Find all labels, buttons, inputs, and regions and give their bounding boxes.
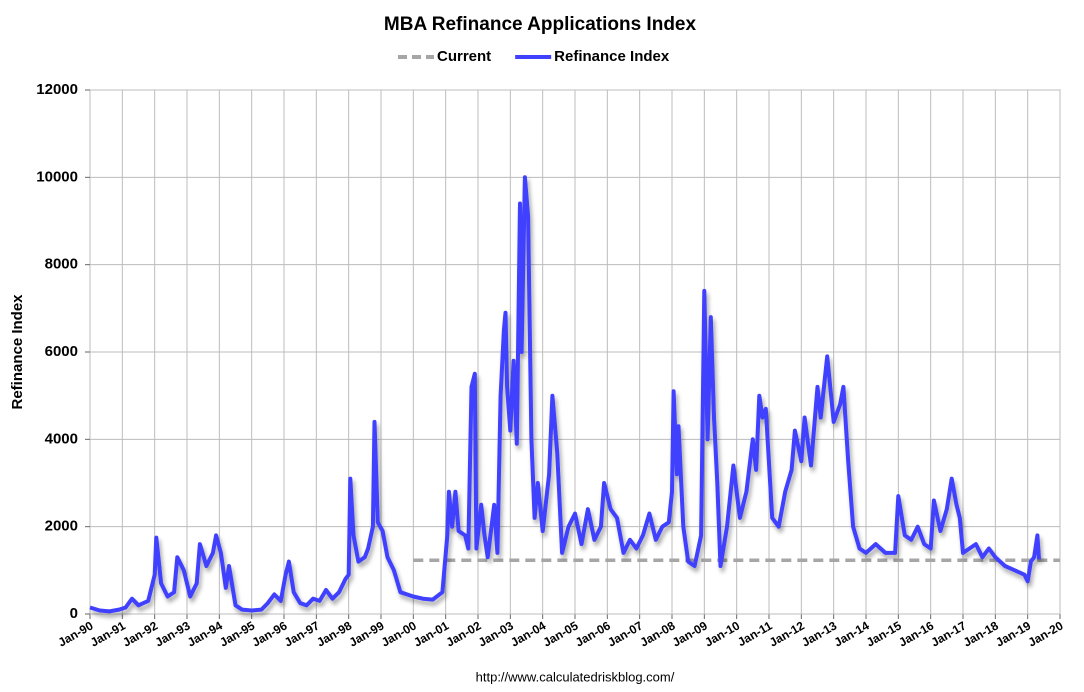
- x-tick-label: Jan-11: [735, 618, 775, 649]
- x-tick-label: Jan-05: [541, 618, 581, 649]
- x-tick-label: Jan-91: [88, 618, 128, 649]
- x-tick-label: Jan-95: [217, 618, 257, 649]
- y-tick-label: 12000: [36, 81, 78, 98]
- series-line: [89, 175, 1041, 614]
- x-tick-label: Jan-92: [120, 618, 160, 649]
- legend-label: Refinance Index: [554, 48, 670, 65]
- legend-label: Current: [437, 48, 491, 65]
- x-tick-label: Jan-02: [444, 618, 484, 649]
- x-tick-label: Jan-94: [185, 618, 225, 649]
- y-tick-label: 8000: [45, 256, 78, 273]
- x-tick-label: Jan-07: [605, 618, 645, 649]
- x-tick-label: Jan-09: [670, 618, 710, 649]
- x-tick-label: Jan-01: [411, 618, 451, 649]
- x-tick-label: Jan-97: [282, 618, 322, 649]
- y-tick-label: 10000: [36, 168, 78, 185]
- y-axis-label: Refinance Index: [9, 294, 26, 410]
- x-tick-label: Jan-98: [314, 618, 354, 649]
- x-tick-label: Jan-04: [508, 618, 548, 649]
- source-note: http://www.calculatedriskblog.com/: [476, 669, 675, 684]
- x-tick-label: Jan-10: [702, 618, 742, 649]
- chart-title: MBA Refinance Applications Index: [384, 14, 697, 35]
- x-tick-label: Jan-14: [832, 618, 872, 649]
- y-tick-label: 0: [70, 605, 78, 622]
- x-tick-label: Jan-15: [864, 618, 904, 649]
- x-tick-label: Jan-90: [56, 618, 96, 649]
- x-tick-label: Jan-00: [379, 618, 419, 649]
- x-tick-label: Jan-99: [347, 618, 387, 649]
- y-tick-label: 6000: [45, 343, 78, 360]
- x-tick-label: Jan-03: [476, 618, 516, 649]
- x-tick-label: Jan-12: [767, 618, 807, 649]
- y-tick-label: 4000: [45, 430, 78, 447]
- x-tick-label: Jan-93: [153, 618, 193, 649]
- x-tick-label: Jan-06: [573, 618, 613, 649]
- x-tick-label: Jan-96: [250, 618, 290, 649]
- x-tick-label: Jan-16: [896, 618, 936, 649]
- x-tick-label: Jan-17: [929, 618, 969, 649]
- x-tick-label: Jan-08: [638, 618, 678, 649]
- x-tick-label: Jan-20: [1026, 618, 1066, 649]
- x-tick-label: Jan-19: [993, 618, 1033, 649]
- x-tick-label: Jan-13: [799, 618, 839, 649]
- x-tick-label: Jan-18: [961, 618, 1001, 649]
- y-tick-label: 2000: [45, 518, 78, 535]
